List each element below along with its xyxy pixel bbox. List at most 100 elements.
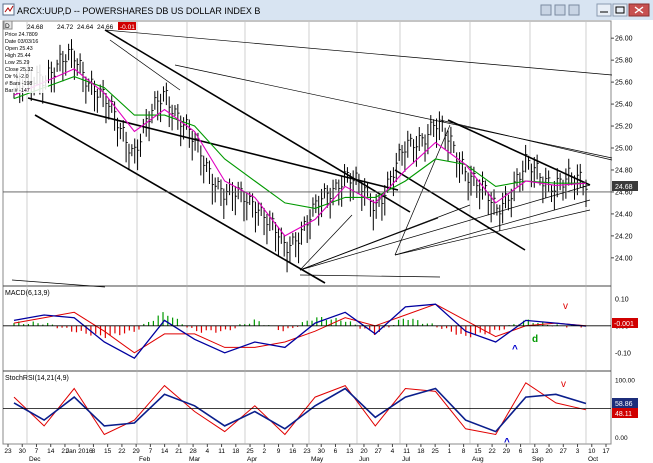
trend-line xyxy=(11,279,106,288)
trend-line xyxy=(299,274,441,278)
minimize-button[interactable] xyxy=(596,3,612,17)
trend-line xyxy=(174,64,613,159)
info-high: High 25.44 xyxy=(5,53,31,59)
chart-window-icon-glyph xyxy=(4,5,14,13)
stoch-tick-label: 0.00 xyxy=(615,435,628,442)
x-day-label: 8 xyxy=(92,448,96,455)
x-day-label: 25 xyxy=(246,448,254,455)
macd-value-label-bg xyxy=(612,318,638,328)
trend-line xyxy=(104,29,613,76)
price-tick-label: 25.20 xyxy=(615,124,633,131)
x-day-label: 15 xyxy=(474,448,482,455)
trend-line xyxy=(439,119,613,161)
x-month-label: Jun xyxy=(359,456,370,463)
x-day-label: 16 xyxy=(289,448,297,455)
quote-low: 24.64 xyxy=(77,24,94,31)
quote-strip: D 24.68 24.72 24.64 24.66 -0.01 xyxy=(3,20,136,31)
x-day-label: 23 xyxy=(4,448,12,455)
x-day-label: 21 xyxy=(175,448,183,455)
x-day-label: 7 xyxy=(149,448,153,455)
x-day-label: 22 xyxy=(488,448,496,455)
x-month-label: Oct xyxy=(588,456,598,463)
x-day-label: 13 xyxy=(531,448,539,455)
stoch-tick-label: 100.00 xyxy=(615,377,635,384)
x-month-label: Jul xyxy=(402,456,411,463)
trend-line xyxy=(34,114,326,284)
x-day-label: 20 xyxy=(545,448,553,455)
x-day-label: 28 xyxy=(189,448,197,455)
window-buttons xyxy=(540,3,650,17)
x-day-label: 11 xyxy=(218,448,225,455)
info-dir: Dir % -2.0 xyxy=(5,74,29,80)
properties-button[interactable] xyxy=(568,4,580,16)
last-price-label: 24.68 xyxy=(615,184,633,191)
stochrsi-slow-line xyxy=(13,387,587,433)
macd-title: MACD(6,13,9) xyxy=(5,290,50,297)
info-close: Close 25.32 xyxy=(5,67,33,73)
macd-line xyxy=(13,303,587,360)
x-month-label: Dec xyxy=(29,456,41,463)
info-bar-number: Bar # -147 xyxy=(5,88,30,94)
x-month-label: May xyxy=(311,456,324,463)
x-month-label: Sep xyxy=(532,456,544,463)
x-day-label: 4 xyxy=(391,448,395,455)
stoch-annotation-v: v xyxy=(561,379,566,390)
title-bar xyxy=(0,0,653,20)
x-month-label: Mar xyxy=(189,456,201,463)
quote-change: -0.01 xyxy=(120,24,135,31)
info-open: Open 25.43 xyxy=(5,46,33,52)
trend-line xyxy=(299,214,353,271)
x-day-label: 29 xyxy=(503,448,511,455)
x-day-label: 14 xyxy=(47,448,55,455)
macd-value-label: -0.001 xyxy=(614,321,634,328)
stochrsi-title: StochRSI(14,21(4,9) xyxy=(5,375,69,382)
x-day-label: 14 xyxy=(161,448,169,455)
close-icon xyxy=(634,6,644,14)
last-price-label-bg xyxy=(612,181,638,191)
quote-last: 24.68 xyxy=(27,24,44,31)
trend-line xyxy=(299,184,591,271)
quote-close: 24.66 xyxy=(97,24,114,31)
maximize-button[interactable] xyxy=(612,3,628,17)
x-day-label: 25 xyxy=(432,448,440,455)
x-day-label: 6 xyxy=(334,448,338,455)
macd-annotation-v: v xyxy=(563,301,568,312)
scroll-button[interactable] xyxy=(540,4,552,16)
info-low: Low 25.29 xyxy=(5,60,29,66)
x-day-label: 2 xyxy=(262,448,266,455)
stoch-annotation-caret: ^ xyxy=(504,437,510,448)
window-title: ARCX:UUP,D -- POWERSHARES DB US DOLLAR I… xyxy=(17,6,260,16)
fast-moving-average-line xyxy=(13,68,587,237)
crosshair-info-box: Price 24.7809 Date 03/03/16 Open 25.43 H… xyxy=(4,30,48,94)
stoch-value-label-1: 58.86 xyxy=(615,401,633,408)
info-box-bg xyxy=(4,30,48,93)
x-day-label: 29 xyxy=(133,448,141,455)
trend-line xyxy=(394,199,591,256)
price-tick-label: 24.60 xyxy=(615,189,633,196)
stochrsi-fast-line xyxy=(13,382,587,436)
x-day-label: 10 xyxy=(588,448,596,455)
x-day-label: 8 xyxy=(462,448,466,455)
x-day-label: 7 xyxy=(35,448,39,455)
x-day-label: 22 xyxy=(118,448,126,455)
x-day-label: 30 xyxy=(318,448,326,455)
x-month-label: Apr xyxy=(247,456,258,463)
macd-tick-label: 0.10 xyxy=(615,296,629,303)
x-day-label: 20 xyxy=(360,448,368,455)
x-day-label: 18 xyxy=(232,448,240,455)
macd-annotation-d: d xyxy=(532,334,538,345)
trend-line xyxy=(109,39,181,91)
quote-d: D xyxy=(5,23,10,30)
stoch-value-label-2-bg xyxy=(612,408,638,418)
maximize-icon xyxy=(615,6,625,14)
x-day-label: 21 xyxy=(61,448,69,455)
stoch-value-label-1-bg xyxy=(612,398,638,408)
x-month-label: Aug xyxy=(472,456,484,463)
stoch-value-label-2: 48.11 xyxy=(615,411,632,418)
x-day-label: 17 xyxy=(602,448,610,455)
zoom-button[interactable] xyxy=(554,4,566,16)
macd-signal-line xyxy=(13,303,587,354)
quote-change-badge xyxy=(118,22,136,30)
macd-panel[interactable] xyxy=(2,285,612,372)
